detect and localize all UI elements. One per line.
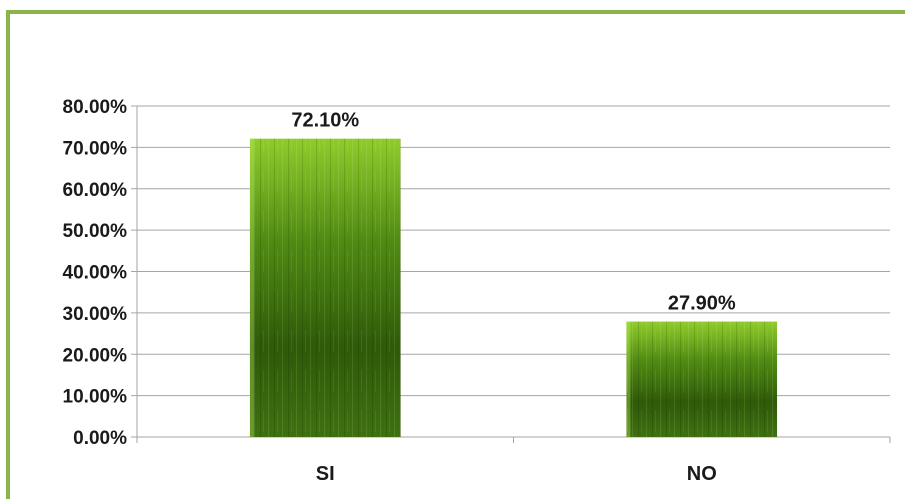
data-label: 27.90% <box>668 293 736 315</box>
bar-highlight <box>249 138 254 437</box>
y-tick-labels: 0.00% 10.00% 20.00% 30.00% 40.00% 50.00% 60.00… <box>63 97 128 449</box>
y-tick-label: 50.00% <box>63 221 128 242</box>
bars <box>249 138 778 437</box>
frame-border-top <box>6 10 905 14</box>
y-tick-label: 80.00% <box>63 97 128 118</box>
y-tick-label: 70.00% <box>63 138 128 159</box>
y-tick-label: 40.00% <box>63 263 128 284</box>
y-tick-label: 30.00% <box>63 304 128 325</box>
bar-highlight <box>626 321 631 437</box>
y-tick-label: 60.00% <box>63 180 128 201</box>
y-tick-label: 20.00% <box>63 345 128 366</box>
y-tick-label: 10.00% <box>63 387 128 408</box>
bar-texture <box>249 138 401 437</box>
frame-border-left <box>6 10 10 499</box>
x-tick-label: SI <box>316 463 335 485</box>
y-tick-label: 0.00% <box>73 428 127 449</box>
data-labels: 72.10% 27.90% <box>291 110 736 315</box>
bar-texture <box>626 321 778 437</box>
x-tick-labels: SI NO <box>316 463 717 485</box>
gridlines <box>137 105 890 397</box>
x-tick-label: NO <box>687 463 717 485</box>
data-label: 72.10% <box>291 110 359 132</box>
